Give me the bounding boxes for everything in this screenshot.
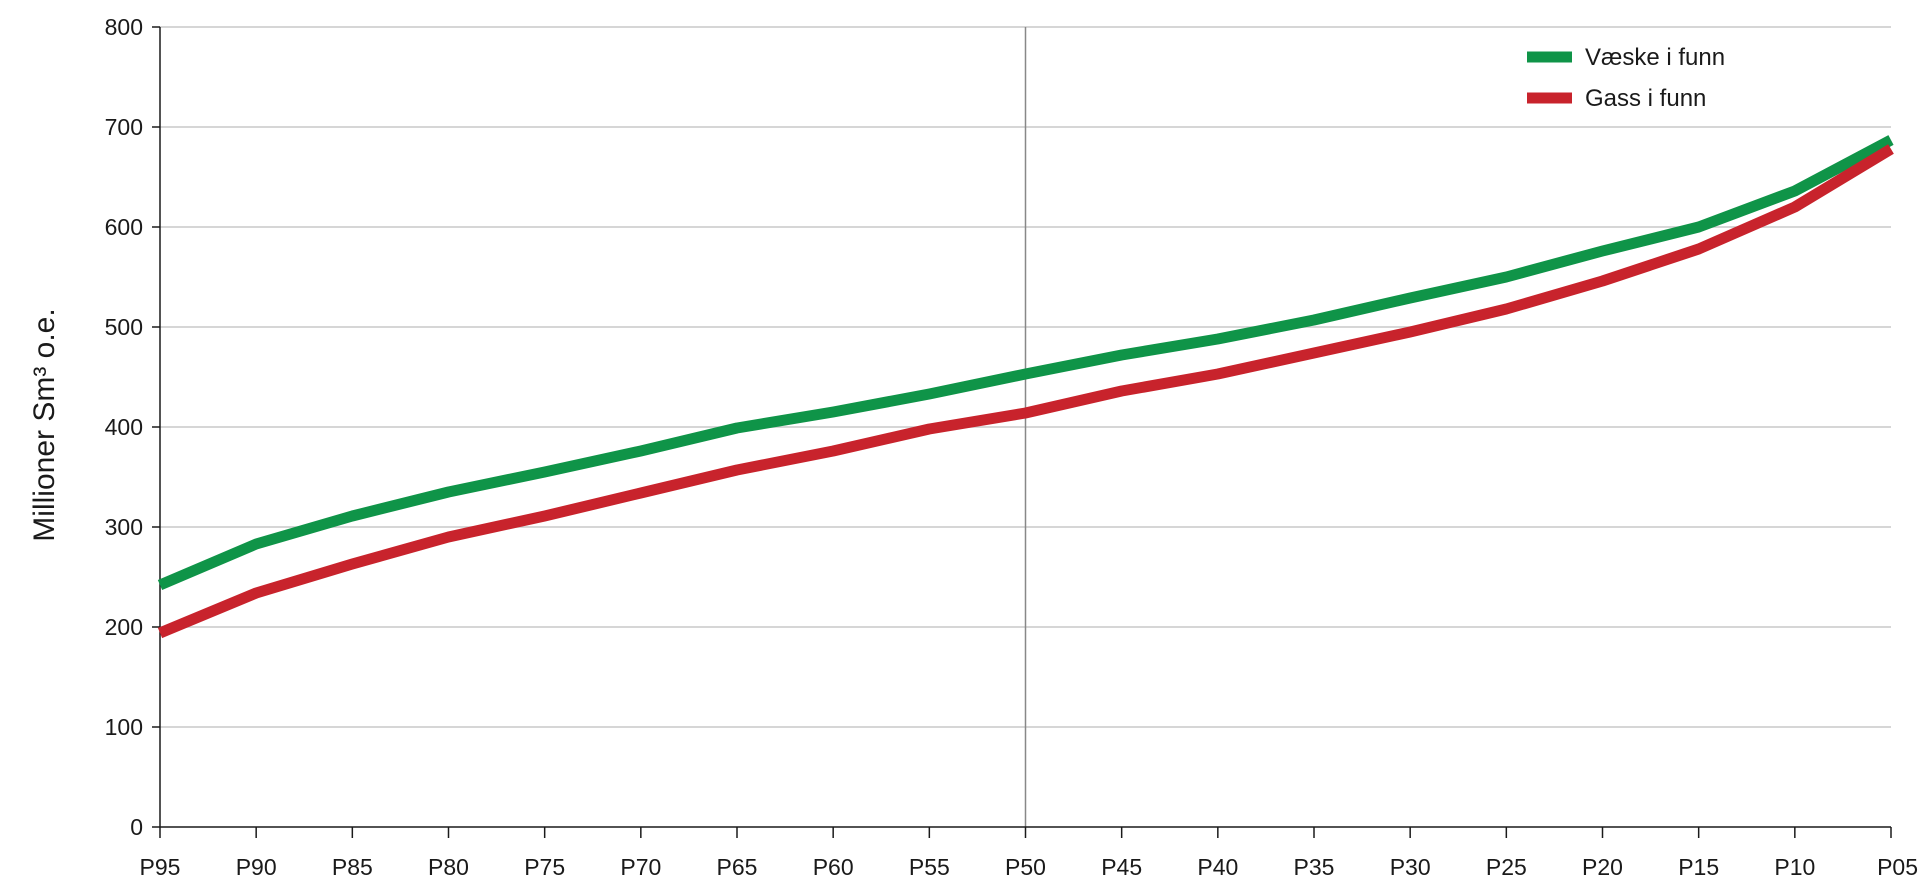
x-tick-label: P85 bbox=[332, 854, 373, 880]
x-tick-label: P95 bbox=[140, 854, 181, 880]
x-tick-label: P75 bbox=[524, 854, 565, 880]
x-tick-label: P50 bbox=[1005, 854, 1046, 880]
x-tick-label: P05 bbox=[1877, 854, 1918, 880]
x-tick-label: P25 bbox=[1486, 854, 1527, 880]
y-tick-label: 600 bbox=[105, 214, 143, 240]
y-tick-label: 100 bbox=[105, 714, 143, 740]
series-lines bbox=[157, 135, 1894, 639]
x-tick-label: P30 bbox=[1390, 854, 1431, 880]
legend-item: Væske i funn bbox=[1527, 44, 1725, 71]
x-tick-label: P80 bbox=[428, 854, 469, 880]
y-tick-label: 500 bbox=[105, 314, 143, 340]
y-tick-label: 400 bbox=[105, 414, 143, 440]
y-tick-label: 0 bbox=[130, 814, 143, 840]
x-tick-label: P15 bbox=[1678, 854, 1719, 880]
y-axis-title: Millioner Sm³ o.e. bbox=[28, 308, 61, 541]
y-tick-label: 800 bbox=[105, 14, 143, 40]
legend-label: Gass i funn bbox=[1585, 85, 1706, 112]
x-tick-label: P65 bbox=[717, 854, 758, 880]
x-tick-label: P45 bbox=[1101, 854, 1142, 880]
x-tick-label: P20 bbox=[1582, 854, 1623, 880]
legend-item: Gass i funn bbox=[1527, 85, 1706, 112]
x-tick-label: P40 bbox=[1197, 854, 1238, 880]
x-tick-label: P55 bbox=[909, 854, 950, 880]
y-tick-label: 300 bbox=[105, 514, 143, 540]
legend: Væske i funn Gass i funn bbox=[1527, 44, 1725, 112]
y-tick-label: 700 bbox=[105, 114, 143, 140]
y-tick-label: 200 bbox=[105, 614, 143, 640]
axes bbox=[152, 26, 1892, 838]
x-tick-label: P70 bbox=[620, 854, 661, 880]
x-tick-label: P90 bbox=[236, 854, 277, 880]
x-tick-label: P35 bbox=[1294, 854, 1335, 880]
x-tick-label: P10 bbox=[1774, 854, 1815, 880]
x-tick-label: P60 bbox=[813, 854, 854, 880]
legend-label: Væske i funn bbox=[1585, 44, 1725, 71]
tick-labels: 0 100 200 300 400 500 600 700 800 P95 P90 P85 P80 P75… bbox=[105, 14, 1918, 880]
